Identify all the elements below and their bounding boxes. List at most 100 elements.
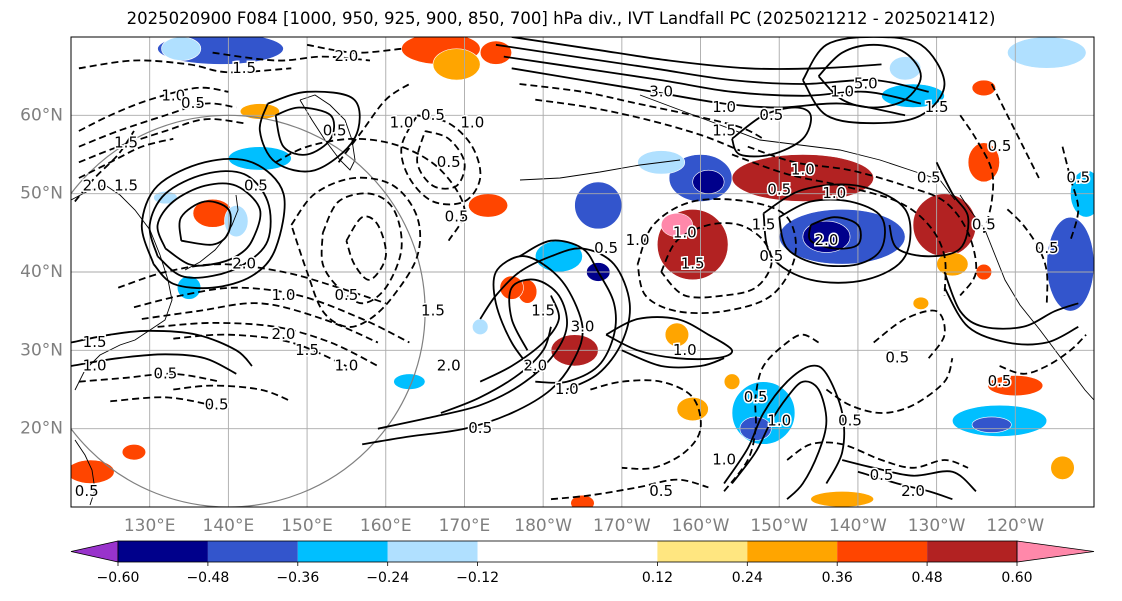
contour-label-62: 0.5 (988, 372, 1012, 390)
contour-label-18: 1.5 (295, 341, 319, 359)
colorbar-tick-label--0.24: −0.24 (366, 570, 409, 586)
contour-label-14: 0.5 (445, 208, 469, 226)
positive-contour-53 (511, 37, 882, 70)
contour-label-55: 5.0 (854, 75, 878, 93)
lon-label-170: 170°E (439, 516, 491, 536)
contour-label-35: 0.5 (744, 388, 768, 406)
shaded-anomaly-28 (802, 220, 851, 253)
contour-label-6: 1.5 (114, 176, 138, 194)
contour-label-34: 0.5 (649, 482, 673, 500)
contour-label-26: 0.5 (468, 419, 492, 437)
coastline-aleutians (519, 159, 681, 181)
contour-label-52: 1.0 (712, 98, 736, 116)
negative-contour-67 (990, 83, 1040, 179)
shaded-anomaly-40 (723, 373, 741, 390)
contour-label-44: 1.0 (822, 184, 846, 202)
negative-contour-28 (78, 372, 221, 383)
contour-label-33: 1.0 (673, 341, 697, 359)
contour-label-45: 1.5 (752, 216, 776, 234)
contour-label-7: 0.5 (244, 176, 268, 194)
longitude-labels: 130°E 140°E 150°E 160°E 170°E 180°W 170°W 160°W… (124, 516, 1045, 536)
colorbar-tick-label--0.36: −0.36 (276, 570, 319, 586)
positive-contour-72 (888, 161, 970, 258)
colorbar-tick-label--0.48: −0.48 (186, 570, 229, 586)
graticule (71, 37, 1094, 507)
lon-label-180: 180°W (514, 516, 572, 536)
contour-label-57: 0.5 (972, 216, 996, 234)
positive-contour-57 (802, 37, 946, 125)
shaded-anomaly-30 (967, 142, 1000, 183)
colorbar-segment-5 (657, 541, 748, 562)
lat-label-40: 40°N (20, 262, 63, 282)
negative-contour-17 (290, 176, 422, 328)
lat-label-50: 50°N (20, 184, 63, 204)
contour-label-27: 1.5 (531, 302, 555, 320)
negative-contour-20 (275, 137, 466, 242)
contour-label-42: 1.0 (791, 161, 815, 179)
colorbar-tick-label-0.6: 0.60 (1001, 570, 1032, 586)
negative-contour-29 (173, 384, 292, 403)
positive-contour-24 (258, 90, 361, 173)
contour-label-41: 2.0 (901, 482, 925, 500)
lon-label-230: 130°W (908, 516, 966, 536)
contour-label-17: 2.0 (272, 325, 296, 343)
contour-label-13: 0.5 (437, 153, 461, 171)
colorbar-segment-6 (747, 541, 838, 562)
shaded-anomaly-8 (971, 79, 996, 97)
lon-label-240: 120°W (986, 516, 1044, 536)
negative-contour-2 (78, 118, 245, 164)
lat-label-30: 30°N (20, 340, 63, 360)
positive-contour-70 (943, 271, 1079, 330)
contour-label-28: 3.0 (571, 317, 595, 335)
contour-label-11: 0.5 (421, 106, 445, 124)
contour-label-49: 1.5 (681, 255, 705, 273)
contour-label-8: 2.0 (232, 255, 256, 273)
positive-contour-61 (778, 198, 886, 268)
contour-label-59: 1.5 (925, 98, 949, 116)
positive-contour-38 (621, 349, 725, 369)
shaded-anomaly-48 (570, 494, 595, 507)
colorbar-segment-2 (297, 541, 388, 562)
contour-label-53: 1.5 (712, 122, 736, 140)
negative-contour-40 (550, 478, 709, 501)
positive-contour-47 (857, 470, 953, 501)
contour-label-47: 2.0 (815, 231, 839, 249)
positive-contour-71 (943, 287, 1079, 346)
negative-contour-4 (74, 130, 135, 203)
negative-contour-64 (660, 222, 773, 299)
positive-contour-58 (731, 106, 812, 158)
negative-contour-14 (141, 302, 379, 344)
negative-contour-49 (999, 334, 1087, 375)
contour-label-43: 0.5 (767, 180, 791, 198)
positive-contour-37 (605, 316, 733, 361)
negative-contour-45 (873, 309, 946, 359)
lat-label-60: 60°N (20, 105, 63, 125)
contour-label-30: 1.0 (555, 380, 579, 398)
shaded-anomaly-47 (393, 373, 426, 390)
colorbar-ticks: −0.60 −0.48 −0.36 −0.24 −0.12 0.12 0.24 0.36 0.4… (97, 562, 1033, 586)
colorbar-segments (70, 540, 1095, 563)
negative-contour-54 (519, 83, 764, 140)
shaded-anomaly-36 (664, 322, 690, 347)
colorbar-tick-label--0.6: −0.60 (97, 570, 140, 586)
contour-label-12: 1.0 (460, 114, 484, 132)
coastline-philippines (74, 439, 96, 506)
positive-contour-23 (274, 106, 336, 156)
contour-label-29: 2.0 (523, 357, 547, 375)
coastline-alaska (639, 94, 956, 201)
negative-contour-22 (416, 130, 466, 190)
positive-contour-10 (140, 157, 286, 290)
colorbar-tick-label--0.12: −0.12 (456, 570, 499, 586)
negative-contour-55 (535, 98, 741, 152)
contour-label-16: 1.0 (272, 286, 296, 304)
positive-contour-63 (808, 216, 862, 250)
contour-label-1: 2.0 (334, 47, 358, 65)
contour-label-50: 0.5 (759, 106, 783, 124)
contour-label-61: 0.5 (1066, 169, 1090, 187)
colorbar-segment-4 (477, 541, 658, 562)
negative-contour-69 (1061, 146, 1080, 241)
positive-contour-33 (479, 295, 560, 383)
negative-contour-1 (78, 102, 237, 148)
